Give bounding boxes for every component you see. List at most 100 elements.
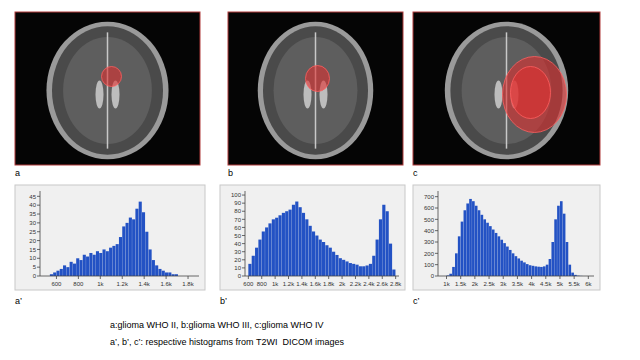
histogram-bar: [70, 262, 73, 276]
histogram-bar: [461, 222, 464, 276]
x-tick: [517, 276, 518, 279]
x-axis: [40, 276, 199, 277]
histogram-bar: [537, 267, 540, 276]
histogram-bar: [289, 210, 292, 276]
histogram-bar: [534, 266, 537, 276]
histogram-bar: [563, 214, 566, 276]
y-tick: [242, 235, 245, 236]
y-tick-label: 80: [234, 208, 241, 214]
histogram: 01002003004005006007001k1.5k2k2.5k3k3.5k…: [413, 185, 600, 290]
y-tick-label: 90: [234, 200, 241, 206]
histogram-bar: [571, 273, 574, 276]
histogram-bar: [506, 247, 509, 276]
y-tick-label: 25: [29, 229, 36, 235]
histogram-bar: [142, 212, 145, 276]
x-tick-label: 1.4k: [139, 281, 151, 287]
histogram-bar: [551, 242, 554, 276]
y-tick: [37, 214, 40, 215]
histogram-bar: [99, 253, 102, 276]
histogram-bar: [162, 271, 165, 276]
histogram-bar: [486, 223, 489, 276]
histogram-bar: [312, 231, 315, 276]
histogram-bar: [255, 248, 258, 276]
y-tick: [242, 259, 245, 260]
x-tick: [188, 276, 189, 279]
x-tick: [100, 276, 101, 279]
histogram-bar: [560, 201, 563, 276]
histogram-bar: [305, 219, 308, 276]
tumor-overlay: [511, 67, 551, 119]
histogram-bar: [452, 267, 455, 276]
histogram-bar: [515, 256, 518, 276]
histogram-bar: [355, 265, 358, 276]
x-tick-label: 5k: [557, 281, 564, 287]
histogram-bar: [458, 236, 461, 276]
figure: abc0510152025303540456008001k1.2k1.4k1.6…: [0, 0, 640, 360]
image-label: a: [15, 168, 20, 178]
midline: [107, 32, 109, 148]
histogram-bar: [362, 266, 365, 276]
histogram-bar: [103, 249, 106, 276]
histogram-bar: [145, 232, 148, 276]
histogram-bar: [268, 223, 271, 276]
histogram-bar: [295, 202, 298, 276]
bars: [248, 202, 395, 276]
x-tick: [559, 276, 560, 279]
brain: [263, 26, 368, 155]
y-tick-label: 300: [424, 239, 435, 245]
y-tick: [435, 196, 438, 197]
histogram-bar: [96, 251, 99, 276]
histogram-bar: [455, 253, 458, 276]
histogram-bar: [489, 226, 492, 276]
histogram-bar: [149, 249, 152, 276]
histogram-bar: [315, 236, 318, 276]
x-tick-label: 1.6k: [160, 281, 172, 287]
x-tick-label: 1.5k: [455, 281, 467, 287]
histogram-bar: [509, 250, 512, 276]
y-tick-label: 0: [238, 273, 242, 279]
histogram-bar: [292, 205, 295, 276]
histogram-bar: [549, 259, 552, 276]
histogram-bar: [139, 202, 142, 276]
x-tick: [261, 276, 262, 279]
chart-background: [220, 185, 405, 290]
y-tick: [242, 203, 245, 204]
y-tick-label: 40: [234, 241, 241, 247]
histogram-bar: [554, 219, 557, 276]
histogram-bar: [319, 240, 322, 276]
histogram-bar: [56, 271, 59, 276]
histogram-bar: [566, 242, 569, 276]
histogram-bar: [325, 245, 328, 276]
mri-image: [413, 12, 600, 165]
histogram-bar: [122, 226, 125, 276]
histogram-bar: [129, 218, 132, 276]
x-tick: [248, 276, 249, 279]
histogram-bar: [165, 272, 168, 276]
x-tick-label: 5.5k: [568, 281, 580, 287]
x-axis: [438, 276, 594, 277]
image-frame: [15, 12, 200, 165]
skull: [46, 22, 168, 160]
x-tick: [446, 276, 447, 279]
histogram-bar: [517, 258, 520, 276]
y-tick-label: 400: [424, 228, 435, 234]
histogram-bar: [262, 231, 265, 276]
x-tick: [503, 276, 504, 279]
y-tick: [242, 251, 245, 252]
histogram-bar: [265, 227, 268, 276]
histogram-bar: [466, 203, 469, 276]
histogram-bar: [349, 263, 352, 276]
chart-background: [413, 185, 600, 290]
y-tick-label: 0: [431, 273, 435, 279]
x-tick: [166, 276, 167, 279]
histogram-bar: [503, 243, 506, 276]
histogram-bar: [112, 246, 115, 276]
histogram-bar: [523, 262, 526, 276]
histogram-bar: [392, 270, 395, 276]
histogram-bar: [93, 255, 96, 276]
y-axis: [40, 191, 41, 276]
x-tick: [122, 276, 123, 279]
chart-background: [15, 185, 205, 290]
histogram-bar: [152, 260, 155, 276]
histogram-bar: [168, 272, 171, 276]
